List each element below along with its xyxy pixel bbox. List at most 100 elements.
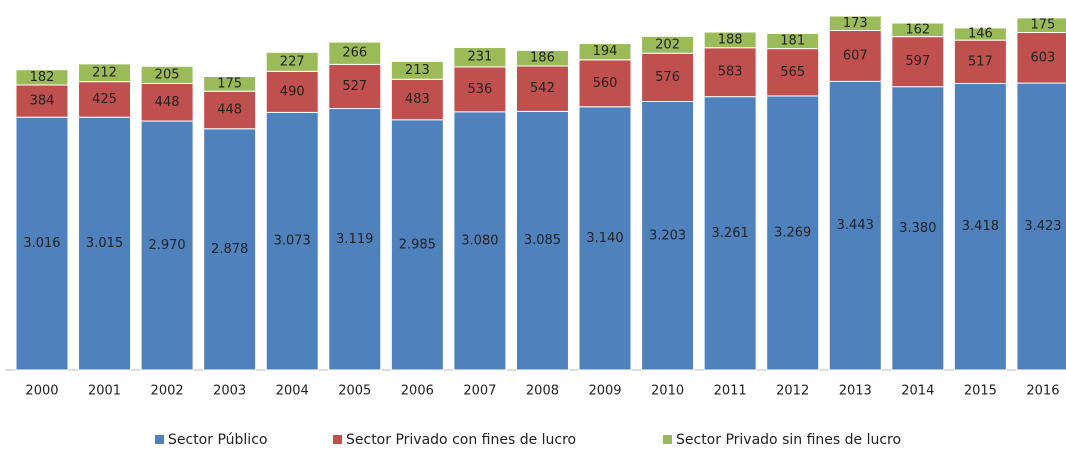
data-label: 194: [593, 44, 618, 59]
bar-segment: [953, 27, 1007, 41]
data-label: 607: [843, 48, 868, 63]
bar-segment: [15, 69, 69, 86]
legend-label: Sector Público: [168, 432, 267, 448]
bar-segment: [15, 116, 69, 371]
bar-segment: [328, 108, 382, 371]
x-tick-label: 2007: [463, 384, 496, 399]
data-label: 181: [780, 34, 805, 49]
bar-segment: [703, 31, 757, 49]
bar-segment: [265, 51, 319, 72]
data-label: 3.016: [23, 236, 60, 251]
data-label: 517: [968, 54, 993, 69]
data-label: 3.423: [1024, 219, 1061, 234]
x-tick-label: 2015: [964, 384, 997, 399]
x-tick-label: 2012: [776, 384, 809, 399]
x-tick-label: 2014: [901, 384, 934, 399]
bar-segment: [453, 47, 507, 68]
bar-segment: [641, 101, 695, 371]
bar-segment: [703, 47, 757, 98]
bar-segment: [78, 81, 132, 118]
bar-segment: [328, 63, 382, 110]
bar-segment: [828, 15, 882, 32]
bar-segment: [78, 63, 132, 83]
data-label: 603: [1031, 50, 1056, 65]
data-label: 175: [1031, 18, 1056, 33]
data-label: 576: [655, 70, 680, 85]
data-label: 3.443: [837, 218, 874, 233]
x-tick-label: 2016: [1026, 384, 1059, 399]
data-label: 188: [718, 32, 743, 47]
bar-segment: [140, 82, 194, 122]
bar-segment: [265, 70, 319, 113]
data-label: 2.985: [399, 237, 436, 252]
bar-segment: [515, 110, 569, 371]
bar-segment: [328, 41, 382, 65]
data-label: 3.015: [86, 236, 123, 251]
data-label: 2.970: [148, 238, 185, 253]
data-label: 3.080: [461, 233, 498, 248]
bar-segment: [891, 36, 945, 88]
bar-segment: [140, 120, 194, 371]
data-label: 560: [593, 76, 618, 91]
x-tick-label: 2009: [588, 384, 621, 399]
legend-swatch: [155, 435, 164, 444]
data-label: 483: [405, 92, 430, 107]
data-label: 3.203: [649, 228, 686, 243]
legend-swatch: [663, 435, 672, 444]
data-label: 2.878: [211, 242, 248, 257]
data-label: 542: [530, 81, 555, 96]
data-label: 3.073: [274, 234, 311, 249]
data-label: 448: [217, 102, 242, 117]
bar-segment: [578, 59, 632, 108]
x-tick-label: 2004: [276, 384, 309, 399]
data-label: 212: [92, 65, 117, 80]
bar-segment: [515, 65, 569, 112]
data-label: 536: [467, 82, 492, 97]
bar-segment: [891, 86, 945, 371]
x-tick-label: 2005: [338, 384, 371, 399]
data-label: 205: [155, 67, 180, 82]
x-tick-label: 2001: [88, 384, 121, 399]
data-label: 182: [30, 70, 55, 85]
bar-segment: [390, 60, 444, 80]
x-tick-label: 2013: [839, 384, 872, 399]
data-label: 162: [905, 22, 930, 37]
data-label: 448: [155, 95, 180, 110]
data-label: 3.119: [336, 232, 373, 247]
bar-segment: [453, 66, 507, 113]
data-label: 3.269: [774, 225, 811, 240]
bar-segment: [78, 116, 132, 371]
data-label: 146: [968, 27, 993, 42]
data-label: 384: [30, 94, 55, 109]
data-label: 186: [530, 51, 555, 66]
x-tick-label: 2002: [151, 384, 184, 399]
data-label: 527: [342, 79, 367, 94]
data-label: 227: [280, 54, 305, 69]
x-tick-label: 2010: [651, 384, 684, 399]
bar-segment: [203, 90, 257, 130]
data-label: 3.261: [712, 226, 749, 241]
x-tick-label: 2008: [526, 384, 559, 399]
data-label: 202: [655, 37, 680, 52]
x-tick-label: 2003: [213, 384, 246, 399]
bar-segment: [515, 49, 569, 67]
bar-segment: [578, 106, 632, 371]
bar-segment: [953, 82, 1007, 371]
data-label: 213: [405, 63, 430, 78]
bar-segment: [641, 35, 695, 54]
x-tick-label: 2000: [25, 384, 58, 399]
bar-segment: [766, 32, 820, 50]
data-label: 175: [217, 76, 242, 91]
bar-segment: [390, 119, 444, 371]
bar-segment: [766, 48, 820, 97]
legend-swatch: [333, 435, 342, 444]
bar-segment: [1016, 17, 1066, 34]
data-label: 3.380: [899, 221, 936, 236]
bar-segment: [703, 96, 757, 371]
bar-segment: [1016, 82, 1066, 371]
data-label: 3.418: [962, 219, 999, 234]
bar-segment: [15, 84, 69, 118]
bar-segment: [578, 43, 632, 61]
bar-segment: [766, 95, 820, 371]
